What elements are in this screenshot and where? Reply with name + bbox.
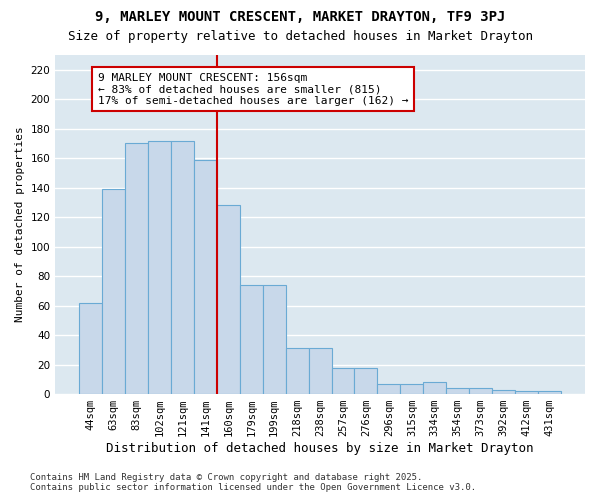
Bar bbox=[125, 144, 148, 394]
Bar bbox=[515, 391, 538, 394]
Bar bbox=[148, 140, 171, 394]
Bar bbox=[79, 302, 102, 394]
Bar bbox=[332, 368, 355, 394]
Bar bbox=[492, 390, 515, 394]
Bar bbox=[217, 206, 240, 394]
Bar bbox=[308, 348, 332, 394]
Bar bbox=[263, 285, 286, 394]
Bar bbox=[377, 384, 400, 394]
Bar bbox=[538, 391, 561, 394]
Bar bbox=[446, 388, 469, 394]
Text: 9 MARLEY MOUNT CRESCENT: 156sqm
← 83% of detached houses are smaller (815)
17% o: 9 MARLEY MOUNT CRESCENT: 156sqm ← 83% of… bbox=[98, 72, 408, 106]
Bar bbox=[423, 382, 446, 394]
Text: Contains HM Land Registry data © Crown copyright and database right 2025.
Contai: Contains HM Land Registry data © Crown c… bbox=[30, 473, 476, 492]
Bar bbox=[240, 285, 263, 394]
Bar bbox=[102, 189, 125, 394]
Bar bbox=[194, 160, 217, 394]
Bar bbox=[400, 384, 423, 394]
Bar bbox=[469, 388, 492, 394]
Bar bbox=[171, 140, 194, 394]
Text: 9, MARLEY MOUNT CRESCENT, MARKET DRAYTON, TF9 3PJ: 9, MARLEY MOUNT CRESCENT, MARKET DRAYTON… bbox=[95, 10, 505, 24]
Text: Size of property relative to detached houses in Market Drayton: Size of property relative to detached ho… bbox=[67, 30, 533, 43]
X-axis label: Distribution of detached houses by size in Market Drayton: Distribution of detached houses by size … bbox=[106, 442, 534, 455]
Bar bbox=[286, 348, 308, 394]
Y-axis label: Number of detached properties: Number of detached properties bbox=[15, 126, 25, 322]
Bar bbox=[355, 368, 377, 394]
